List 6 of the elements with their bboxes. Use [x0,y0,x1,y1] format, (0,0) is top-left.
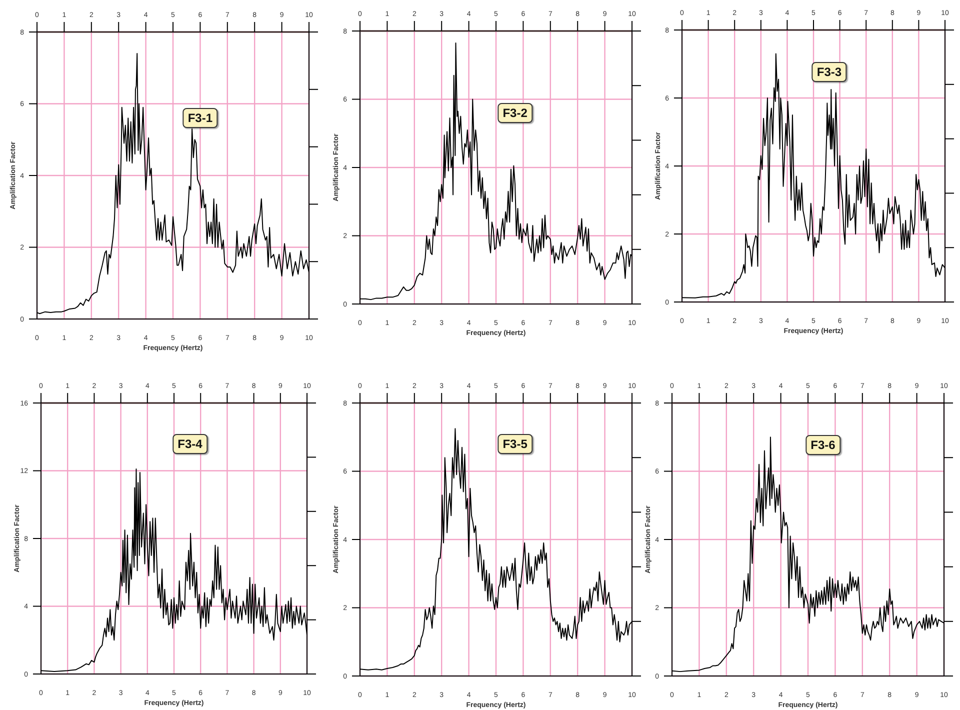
text: F3-4 [172,434,208,454]
text: F3-3 [812,62,847,82]
text: F3-6 [806,435,840,456]
text: F3-2 [498,102,532,123]
text: F3-5 [498,434,532,454]
text: F3-1 [182,108,218,128]
